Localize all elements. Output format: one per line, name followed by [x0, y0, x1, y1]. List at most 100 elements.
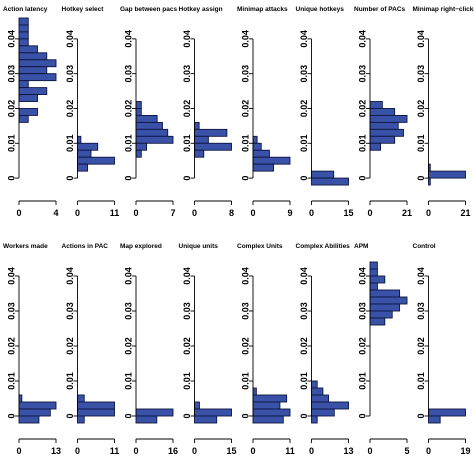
panel-title: Complex Units: [237, 243, 283, 250]
x-tick-label: 0: [75, 446, 80, 456]
histogram-bar: [77, 156, 115, 165]
y-tick-label: 0.01: [182, 372, 192, 390]
x-tick-label: 0: [133, 208, 138, 218]
histogram-bar: [369, 303, 401, 312]
histogram-bar: [77, 135, 82, 144]
y-tick-label: 0.01: [123, 372, 133, 390]
histogram-bar: [18, 87, 48, 96]
histogram-bar: [252, 156, 291, 165]
y-tick-label: 0.04: [182, 30, 192, 48]
y-tick-label: 0.04: [299, 30, 309, 48]
y-tick-label: 0.04: [123, 30, 133, 48]
histogram-bar: [428, 170, 466, 179]
y-tick-label: 0.02: [65, 337, 75, 355]
y-tick-label: 0.01: [6, 135, 16, 153]
histogram-bar: [311, 394, 330, 403]
histogram-bar: [135, 121, 163, 130]
histogram-bar: [252, 415, 284, 424]
x-tick-label: 11: [285, 446, 295, 456]
y-tick-label: 0.03: [6, 65, 16, 83]
x-tick-label: 8: [229, 208, 234, 218]
x-tick-label: 0: [16, 446, 21, 456]
histogram-bar: [18, 24, 29, 33]
x-tick-label: 21: [460, 208, 470, 218]
histogram-bar: [252, 163, 275, 172]
panel-title: Actions in PAC: [62, 243, 109, 250]
histogram-bar: [18, 38, 29, 47]
histogram-panel: Hotkey assign 0 0.01 0.02 0.03 0.04 0 8: [179, 6, 235, 218]
histogram-panel: Action latency 0 0.01 0.02 0.03 0.04 0 4: [3, 6, 59, 218]
y-tick-label: 0.02: [182, 337, 192, 355]
histogram-bar: [135, 135, 174, 144]
histogram-bar: [369, 282, 378, 291]
y-tick-label: 0: [357, 413, 367, 418]
y-tick-label: 0.04: [357, 30, 367, 48]
x-tick-label: 0: [426, 446, 431, 456]
y-tick-label: 0.02: [6, 337, 16, 355]
histogram-bar: [135, 114, 158, 123]
y-tick-label: 0.01: [182, 135, 192, 153]
x-tick-label: 0: [75, 208, 80, 218]
histogram-bar: [369, 135, 396, 144]
x-tick-label: 16: [168, 446, 178, 456]
histogram-bar: [77, 401, 115, 410]
y-tick-label: 0.02: [6, 100, 16, 118]
y-tick-label: 0.01: [6, 372, 16, 390]
histogram-bar: [252, 401, 281, 410]
y-tick-label: 0: [240, 176, 250, 181]
histogram-panel: Map explored 0 0.01 0.02 0.03 0.04 0 16: [120, 243, 178, 456]
histogram-panel: Gap between pacs 0 0.01 0.02 0.03 0.04 0 7: [120, 6, 177, 218]
histogram-bar: [428, 415, 441, 424]
y-tick-label: 0.02: [416, 100, 426, 118]
panel-title: Unique units: [179, 243, 219, 250]
x-tick-label: 13: [51, 446, 61, 456]
y-tick-label: 0.01: [357, 135, 367, 153]
y-tick-label: 0.03: [182, 65, 192, 83]
x-tick-label: 0: [367, 208, 372, 218]
histogram-bar: [18, 31, 29, 40]
histogram-panel: Minimap right−clicks 0 0.01 0.02 0.03 0.04 0 21: [413, 6, 474, 218]
histogram-bar: [369, 317, 386, 326]
panel-title: Minimap attacks: [237, 6, 288, 13]
x-tick-label: 0: [16, 208, 21, 218]
x-tick-label: 11: [110, 208, 120, 218]
y-tick-label: 0.04: [123, 267, 133, 285]
y-tick-label: 0: [416, 413, 426, 418]
y-tick-label: 0.03: [6, 302, 16, 320]
y-tick-label: 0.02: [299, 337, 309, 355]
y-tick-label: 0.02: [299, 100, 309, 118]
x-tick-label: 0: [367, 446, 372, 456]
y-tick-label: 0: [123, 413, 133, 418]
y-tick-label: 0.03: [416, 302, 426, 320]
y-tick-label: 0.04: [299, 267, 309, 285]
histogram-bar: [252, 394, 288, 403]
y-tick-label: 0.01: [240, 372, 250, 390]
histogram-bar: [18, 66, 48, 75]
histogram-bar: [311, 415, 318, 424]
y-tick-label: 0.04: [357, 267, 367, 285]
histogram-bar: [311, 408, 335, 417]
panel-title: APM: [354, 243, 368, 250]
y-tick-label: 0: [6, 413, 16, 418]
histogram-bar: [77, 408, 115, 417]
y-tick-label: 0.03: [357, 302, 367, 320]
y-tick-label: 0.03: [240, 302, 250, 320]
y-tick-label: 0.03: [299, 302, 309, 320]
histogram-bar: [194, 128, 228, 137]
x-tick-label: 7: [170, 208, 175, 218]
histogram-panel: Number of PACs 0 0.01 0.02 0.03 0.04 0 21: [354, 6, 412, 218]
histogram-bar: [18, 59, 57, 68]
y-tick-label: 0.01: [65, 372, 75, 390]
histogram-panel: Unique units 0 0.01 0.02 0.03 0.04 0 15: [179, 243, 237, 456]
histogram-bar: [194, 401, 200, 410]
histogram-bar: [18, 94, 38, 102]
y-tick-label: 0: [240, 413, 250, 418]
histogram-bar: [18, 80, 29, 89]
y-tick-label: 0: [357, 176, 367, 181]
x-tick-label: 11: [110, 446, 120, 456]
y-tick-label: 0.03: [416, 65, 426, 83]
histogram-bar: [369, 289, 401, 298]
x-tick-label: 0: [309, 208, 314, 218]
y-tick-label: 0.01: [123, 135, 133, 153]
y-tick-label: 0.01: [416, 135, 426, 153]
